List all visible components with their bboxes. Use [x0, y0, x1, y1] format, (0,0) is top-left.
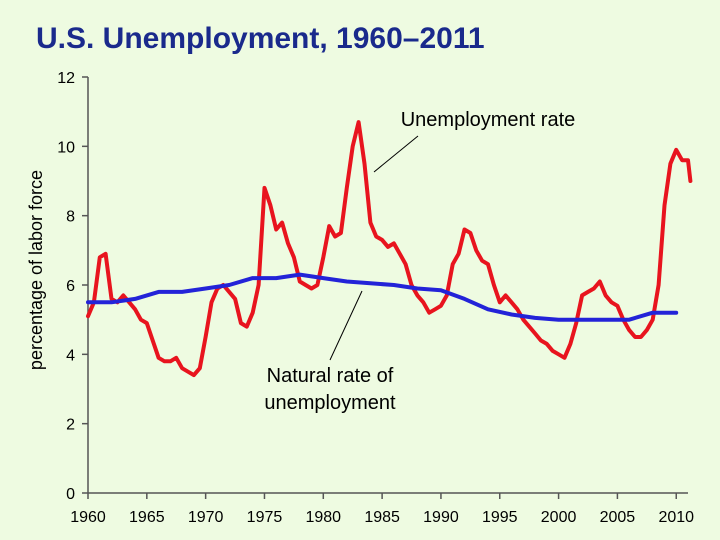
y-tick-label: 2 — [66, 417, 75, 434]
x-tick-label: 2005 — [600, 509, 636, 526]
annotation-line-text: unemployment — [264, 392, 396, 414]
annotation-natural-rate: Natural rate of unemployment — [264, 365, 396, 414]
x-tick-label: 1965 — [129, 509, 165, 526]
x-tick-label: 1995 — [482, 509, 518, 526]
y-tick-label: 4 — [66, 347, 75, 364]
axes: 0 2 4 6 8 10 12 1960 1965 1970 1975 1980 1985 1990 199… — [57, 70, 694, 526]
x-tick-label: 1975 — [247, 509, 283, 526]
y-tick-label: 8 — [66, 209, 75, 226]
series-layer — [86, 120, 693, 378]
y-tick-label: 12 — [57, 70, 75, 87]
x-tick-label: 1985 — [364, 509, 400, 526]
annotation-line-text: Natural rate of — [267, 365, 394, 387]
chart-title: U.S. Unemployment, 1960–2011 — [36, 22, 485, 55]
annotation-unemployment-rate: Unemployment rate — [401, 109, 576, 131]
x-tick-label: 1960 — [70, 509, 106, 526]
x-tick-label: 1990 — [423, 509, 459, 526]
y-axis-label: percentage of labor force — [26, 170, 46, 370]
x-tick-label: 1980 — [305, 509, 341, 526]
x-tick-label: 2000 — [541, 509, 577, 526]
annotation-leader-line — [329, 290, 363, 361]
x-tick-label: 1970 — [188, 509, 224, 526]
y-tick-label: 10 — [57, 139, 75, 156]
y-tick-label: 0 — [66, 486, 75, 503]
x-tick-label: 2010 — [658, 509, 694, 526]
natural-rate-line — [86, 272, 679, 322]
unemployment-rate-line — [86, 120, 693, 378]
y-tick-label: 6 — [66, 278, 75, 295]
annotation-layer: Unemployment rate Natural rate of unemploy… — [264, 109, 575, 414]
annotation-leader-line — [373, 135, 419, 173]
